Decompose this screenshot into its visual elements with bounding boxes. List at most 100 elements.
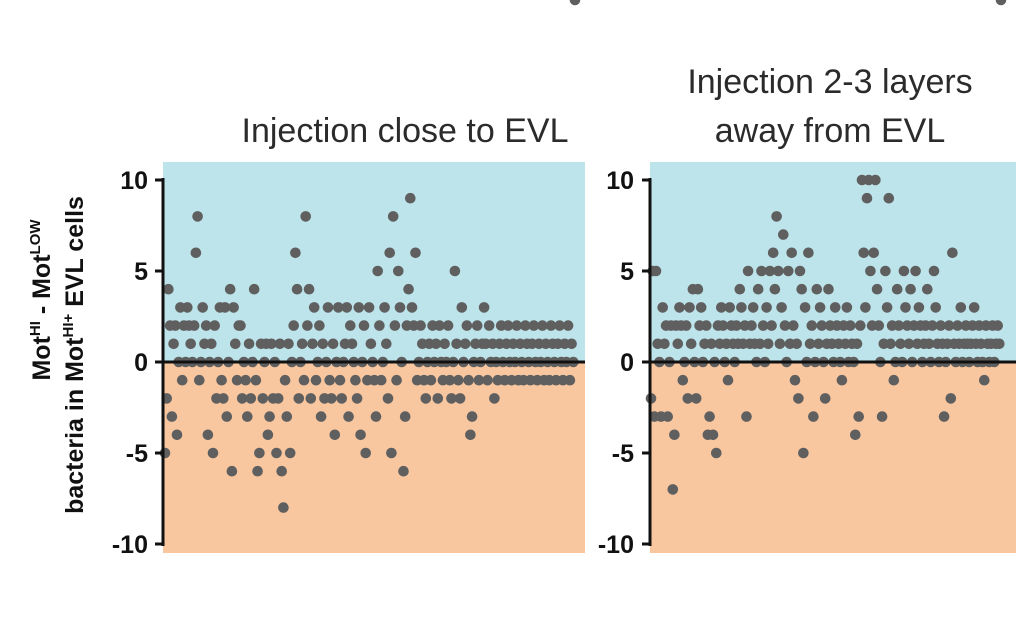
data-point xyxy=(406,302,418,313)
data-point xyxy=(231,374,243,386)
data-point xyxy=(166,411,178,422)
data-point xyxy=(381,338,392,350)
data-point xyxy=(182,302,193,313)
data-point xyxy=(216,374,227,386)
data-point xyxy=(190,247,202,259)
data-point xyxy=(935,320,946,331)
data-point xyxy=(861,192,873,204)
data-point xyxy=(979,374,990,386)
data-point xyxy=(478,302,490,313)
panel-title-2: away from EVL xyxy=(715,112,946,150)
data-point xyxy=(405,192,416,204)
data-point xyxy=(308,302,320,313)
y-tick-label: 0 xyxy=(620,349,634,377)
data-point xyxy=(370,411,382,422)
data-point xyxy=(410,247,421,259)
data-point xyxy=(938,411,950,422)
data-point xyxy=(773,265,784,277)
data-point xyxy=(459,338,471,350)
data-point xyxy=(868,247,879,259)
data-point xyxy=(248,283,260,295)
data-point xyxy=(804,338,816,350)
data-point xyxy=(680,320,692,331)
data-point xyxy=(905,283,916,295)
data-point xyxy=(757,320,769,331)
data-point xyxy=(716,302,727,313)
data-point xyxy=(799,302,811,313)
y-axis-label-line2: bacteria in MotHI+ EVL cells xyxy=(60,196,89,514)
data-point xyxy=(794,265,806,277)
data-point xyxy=(456,302,468,313)
data-point xyxy=(466,411,478,422)
data-point xyxy=(360,447,372,459)
data-point xyxy=(171,429,183,441)
data-point xyxy=(281,411,293,422)
data-point xyxy=(391,374,402,386)
data-point xyxy=(992,320,1003,331)
data-point xyxy=(341,302,353,313)
data-point xyxy=(724,302,735,313)
data-point xyxy=(365,338,377,350)
data-point xyxy=(463,374,474,386)
data-point xyxy=(283,338,294,350)
data-point xyxy=(742,265,754,277)
data-point xyxy=(221,411,233,422)
data-point xyxy=(562,320,574,331)
data-point xyxy=(564,374,576,386)
data-point xyxy=(674,302,685,313)
data-point xyxy=(382,393,394,404)
data-point xyxy=(968,302,980,313)
data-point xyxy=(489,393,500,404)
data-point xyxy=(690,393,702,404)
data-point xyxy=(454,393,466,404)
data-point xyxy=(303,283,315,295)
data-point xyxy=(236,393,248,404)
data-point xyxy=(762,338,774,350)
data-point xyxy=(398,465,409,477)
data-point xyxy=(692,283,704,295)
data-point xyxy=(893,320,905,331)
data-point xyxy=(783,265,794,277)
data-point xyxy=(900,302,911,313)
data-point xyxy=(257,393,269,404)
data-point xyxy=(947,247,958,259)
data-point xyxy=(930,302,941,313)
data-point xyxy=(420,393,432,404)
data-point xyxy=(873,320,885,331)
data-point xyxy=(952,320,963,331)
data-point xyxy=(355,429,366,441)
data-point xyxy=(336,393,348,404)
data-point xyxy=(206,338,217,350)
data-point xyxy=(471,320,483,331)
data-point xyxy=(895,338,906,350)
data-point xyxy=(885,338,896,350)
data-point xyxy=(343,411,354,422)
data-point xyxy=(913,302,925,313)
data-point xyxy=(425,374,437,386)
data-point xyxy=(185,338,196,350)
data-point xyxy=(176,374,188,386)
data-point xyxy=(819,393,831,404)
data-point xyxy=(888,374,900,386)
data-point xyxy=(566,338,577,350)
data-point xyxy=(793,393,804,404)
data-point xyxy=(798,447,809,459)
data-point xyxy=(327,338,339,350)
data-point xyxy=(898,265,910,277)
data-point xyxy=(855,320,866,331)
data-point xyxy=(453,374,464,386)
data-point xyxy=(226,465,238,477)
data-point xyxy=(439,338,450,350)
data-point xyxy=(669,429,680,441)
data-point xyxy=(374,320,385,331)
data-point xyxy=(891,283,903,295)
data-point xyxy=(754,338,766,350)
data-point xyxy=(870,174,881,186)
data-point xyxy=(415,320,426,331)
data-point xyxy=(955,302,967,313)
data-point xyxy=(310,374,322,386)
data-point xyxy=(192,211,203,222)
data-point xyxy=(711,447,722,459)
data-points xyxy=(159,0,1007,513)
